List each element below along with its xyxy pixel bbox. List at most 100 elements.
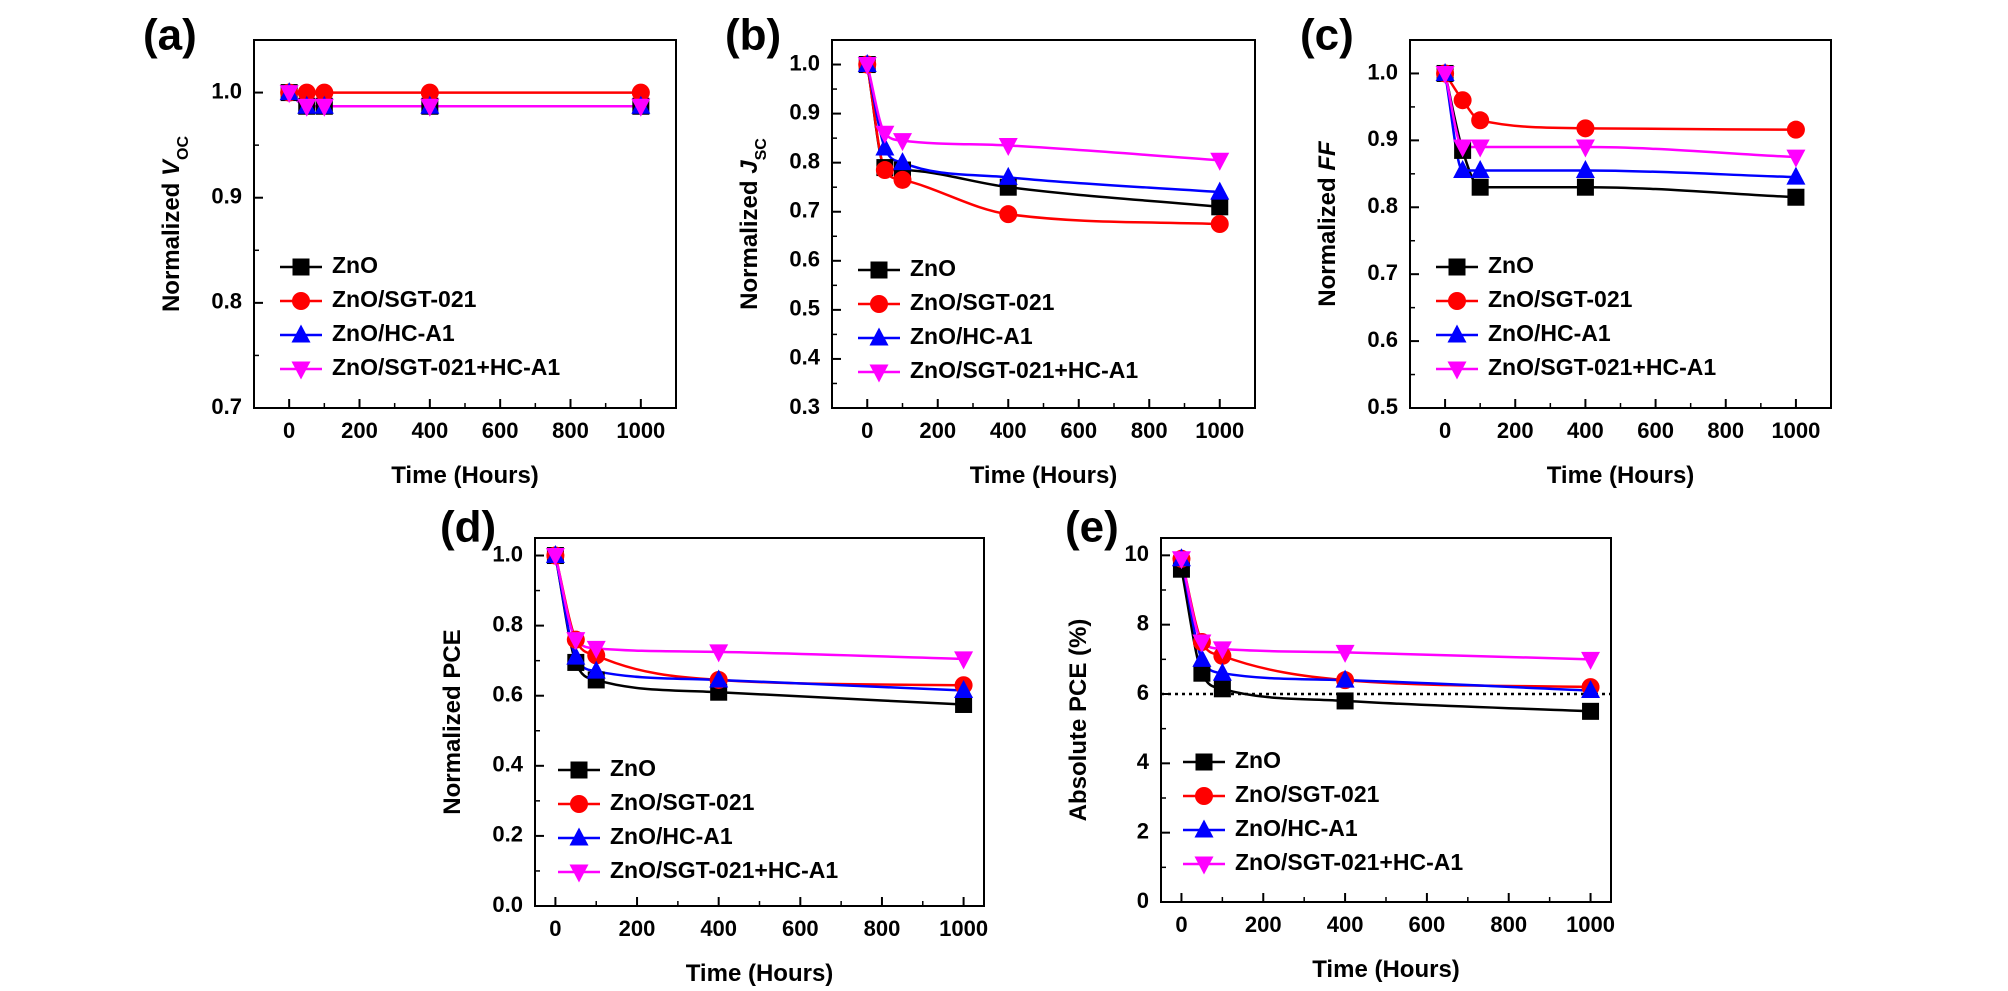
legend-marker (570, 795, 588, 813)
legend-marker (1447, 361, 1467, 380)
x-tick-label: 0 (1439, 418, 1451, 443)
y-tick-label: 0.8 (1367, 193, 1398, 218)
data-point-zno-hc-a1 (586, 660, 606, 679)
legend-label: ZnO/SGT-021 (332, 286, 477, 312)
legend: ZnO ZnO/SGT-021 ZnO/HC-A1 ZnO/SGT-021+HC-A1 (858, 255, 1138, 383)
series-line-zno-sgt-021-hc-a1 (1180, 558, 1591, 661)
series-line-zno-sgt-021 (866, 64, 1220, 226)
data-point-zno-sgt-021-hc-a1 (1192, 634, 1212, 653)
y-tick-label: 0.9 (211, 184, 242, 209)
panel-label: (e) (1065, 503, 1119, 552)
y-tick-label: 0.6 (1367, 327, 1398, 352)
legend-label: ZnO/SGT-021+HC-A1 (610, 857, 838, 883)
data-point-zno-hc-a1 (998, 166, 1018, 185)
x-tick-label: 200 (619, 916, 656, 941)
series-line-zno-hc-a1 (554, 555, 964, 692)
panel-label: (b) (725, 11, 781, 60)
data-point-zno-hc-a1 (875, 137, 895, 156)
x-tick-label: 0 (549, 916, 561, 941)
legend-label: ZnO/SGT-021+HC-A1 (910, 357, 1138, 383)
legend-label: ZnO (332, 252, 378, 278)
x-tick-label: 800 (1131, 418, 1168, 443)
data-point-zno-hc-a1 (893, 152, 912, 171)
series-line-zno-hc-a1 (1443, 73, 1796, 179)
data-point-zno-sgt-021-hc-a1 (1786, 149, 1806, 168)
y-tick-label: 10 (1125, 541, 1149, 566)
series-line-zno-sgt-021-hc-a1 (1443, 73, 1796, 159)
data-point-zno-sgt-021-hc-a1 (709, 644, 729, 663)
legend-marker (1448, 258, 1466, 276)
data-point-zno-sgt-021-hc-a1 (1335, 644, 1355, 663)
legend-marker (569, 864, 589, 883)
y-tick-label: 2 (1137, 818, 1149, 843)
x-axis-title: Time (Hours) (970, 462, 1118, 489)
legend-label: ZnO (1235, 747, 1281, 773)
plot-frame (1160, 537, 1612, 903)
series-line-zno (1180, 568, 1591, 713)
x-tick-label: 600 (1637, 418, 1674, 443)
series-line-zno-sgt-021-hc-a1 (866, 64, 1220, 162)
panel-label: (d) (440, 503, 496, 552)
y-axis-title-symbol: V (158, 158, 185, 176)
data-point-zno-sgt-021-hc-a1 (1435, 65, 1455, 84)
data-point-zno-sgt-021 (1786, 120, 1805, 139)
legend-label: ZnO/HC-A1 (910, 323, 1033, 349)
data-point-zno-sgt-021-hc-a1 (631, 98, 651, 117)
x-tick-label: 400 (1567, 418, 1604, 443)
y-tick-label: 0.7 (1367, 260, 1398, 285)
chart-panel-5: (e) 0 200 400 600 800 1000 0 2 4 6 8 10 Time (Hours) A… (1065, 503, 1615, 983)
y-tick-label: 0.9 (789, 99, 820, 124)
data-point-zno-sgt-021-hc-a1 (1210, 152, 1230, 171)
x-tick-label: 600 (1060, 418, 1097, 443)
data-point-zno-sgt-021 (1471, 111, 1490, 130)
data-point-zno (1336, 692, 1354, 710)
legend-label: ZnO (610, 755, 656, 781)
data-point-zno-hc-a1 (1192, 648, 1212, 667)
panel-label: (c) (1300, 11, 1354, 60)
series-line-zno-sgt-021 (1444, 72, 1796, 131)
data-point-zno-sgt-021-hc-a1 (1470, 139, 1490, 158)
legend-marker (292, 292, 310, 310)
y-axis-title-main: Normalized (158, 176, 185, 312)
legend-label: ZnO/SGT-021 (1235, 781, 1380, 807)
legend-label: ZnO/SGT-021 (610, 789, 755, 815)
data-point-zno-sgt-021-hc-a1 (297, 98, 317, 117)
panel-label: (a) (143, 11, 197, 60)
x-tick-label: 1000 (1195, 418, 1244, 443)
legend-label: ZnO/SGT-021 (1488, 286, 1633, 312)
y-tick-label: 0.7 (211, 394, 242, 419)
legend: ZnO ZnO/SGT-021 ZnO/HC-A1 ZnO/SGT-021+HC-A1 (558, 755, 838, 883)
legend-label: ZnO (910, 255, 956, 281)
x-axis-title: Time (Hours) (391, 462, 539, 489)
data-point-zno (955, 695, 973, 713)
y-tick-label: 0.9 (1367, 126, 1398, 151)
series-line-zno-sgt-021 (554, 555, 964, 687)
data-point-zno-hc-a1 (1212, 662, 1232, 681)
series-line-zno-sgt-021 (1180, 558, 1591, 689)
y-tick-label: 0.4 (492, 752, 523, 777)
y-tick-label: 0 (1137, 888, 1149, 913)
legend-label: ZnO/HC-A1 (610, 823, 733, 849)
x-tick-label: 1000 (1566, 912, 1615, 937)
data-point-zno-hc-a1 (1575, 159, 1595, 178)
y-tick-label: 0.8 (789, 148, 820, 173)
data-point-zno (710, 683, 728, 701)
series-line-zno (1443, 73, 1796, 199)
series-line-zno-hc-a1 (1180, 558, 1591, 692)
data-point-zno-sgt-021-hc-a1 (1171, 551, 1191, 570)
data-point-zno-hc-a1 (709, 669, 729, 688)
y-tick-label: 0.2 (492, 822, 523, 847)
x-tick-label: 400 (411, 418, 448, 443)
x-tick-label: 800 (864, 916, 901, 941)
data-point-zno-hc-a1 (1786, 166, 1806, 185)
y-tick-label: 0.5 (789, 296, 820, 321)
legend: ZnO ZnO/SGT-021 ZnO/HC-A1 ZnO/SGT-021+HC-A1 (1183, 747, 1463, 875)
x-tick-label: 0 (861, 418, 873, 443)
y-axis-title: Normalized JSC (736, 138, 770, 310)
data-point-zno (1193, 664, 1211, 682)
data-point-zno-sgt-021 (631, 83, 650, 102)
y-tick-label: 0.8 (492, 611, 523, 636)
y-tick-label: 0.4 (789, 345, 820, 370)
x-tick-label: 400 (700, 916, 737, 941)
